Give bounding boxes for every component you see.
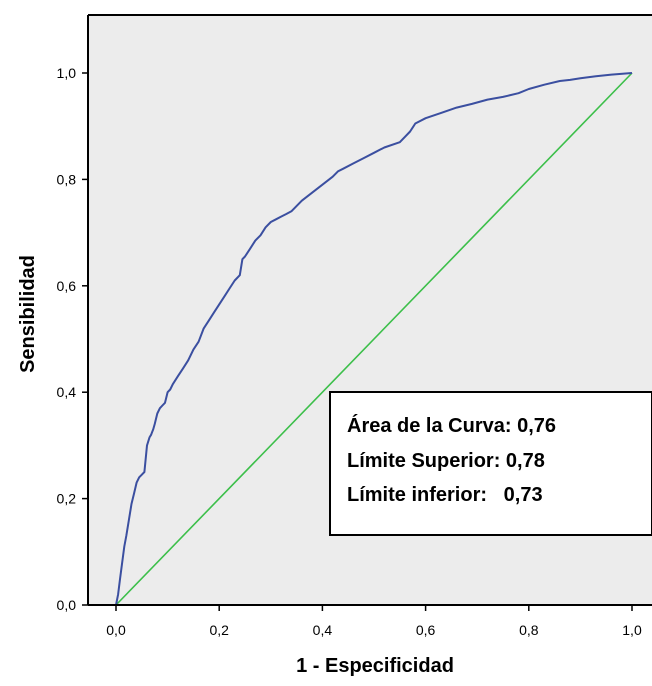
y-tick-label: 0,4 <box>57 384 77 400</box>
x-tick-label: 0,0 <box>106 622 126 638</box>
x-axis-ticks: 0,0 0,2 0,4 0,6 0,8 1,0 <box>106 605 642 638</box>
x-tick-label: 0,8 <box>519 622 539 638</box>
reference-diagonal-line <box>115 72 633 606</box>
y-tick-label: 0,0 <box>57 597 77 613</box>
y-tick-label: 1,0 <box>57 65 77 81</box>
reference-line-layer <box>115 72 633 606</box>
y-axis-title: Sensibilidad <box>17 255 39 373</box>
roc-curve-layer <box>115 72 633 606</box>
x-tick-label: 0,4 <box>313 622 333 638</box>
annotation-frame <box>329 391 652 536</box>
annotation-area-curve: Área de la Curva: 0,76 <box>347 414 556 437</box>
roc-curve-line <box>115 72 633 606</box>
y-tick-label: 0,8 <box>57 171 77 187</box>
x-axis-title: 1 - Especificidad <box>296 655 454 677</box>
auc-annotation-box: Área de la Curva: 0,76 Límite Superior: … <box>329 391 652 536</box>
y-tick-label: 0,2 <box>57 491 77 507</box>
x-tick-label: 0,6 <box>416 622 436 638</box>
annotation-lower-limit: Límite inferior: 0,73 <box>347 484 543 506</box>
y-axis-ticks: 0,0 0,2 0,4 0,6 0,8 1,0 <box>57 65 88 613</box>
x-tick-label: 0,2 <box>209 622 229 638</box>
x-tick-label: 1,0 <box>622 622 642 638</box>
axes <box>87 14 652 606</box>
y-tick-label: 0,6 <box>57 278 77 294</box>
annotation-upper-limit: Límite Superior: 0,78 <box>347 450 545 472</box>
